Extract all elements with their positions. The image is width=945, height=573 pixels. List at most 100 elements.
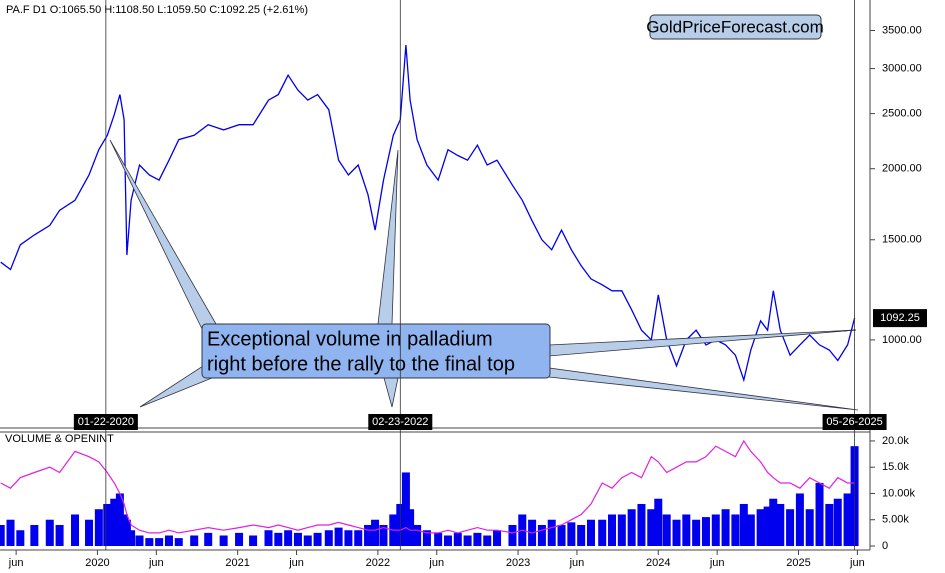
volume-bar xyxy=(637,503,646,546)
volume-bar xyxy=(463,535,472,546)
volume-bar xyxy=(557,524,566,546)
volume-bar xyxy=(763,506,772,546)
volume-bar xyxy=(731,514,740,546)
watermark-box xyxy=(649,14,822,40)
x-tick-label: jun xyxy=(148,557,164,569)
volume-bar xyxy=(249,535,258,546)
volume-bar xyxy=(344,530,353,546)
volume-bar xyxy=(701,517,710,546)
volume-bar xyxy=(164,535,173,546)
annotation-box xyxy=(201,323,551,379)
volume-bar xyxy=(825,503,834,546)
volume-bar xyxy=(155,538,164,546)
last-value-label: 1092.25 xyxy=(880,312,920,324)
volume-bar xyxy=(235,532,244,546)
volume-bar xyxy=(204,532,213,546)
volume-bar xyxy=(274,532,283,546)
annotation: Exceptional volume in palladium xyxy=(207,328,493,350)
volume-bar xyxy=(422,530,431,546)
volume-bar xyxy=(682,514,691,546)
volume-bar xyxy=(110,498,119,546)
volume-bar xyxy=(453,532,462,546)
volume-bar xyxy=(115,493,124,546)
x-tick-label: 2020 xyxy=(85,557,109,569)
volume-bar xyxy=(627,509,636,546)
y-tick-label: 3000.00 xyxy=(882,62,922,74)
x-tick-label: jun xyxy=(569,557,585,569)
volume-bar xyxy=(413,524,422,546)
volume-bar xyxy=(406,509,415,546)
price-line xyxy=(0,44,856,383)
volume-bar xyxy=(815,482,824,546)
x-tick-label: jun xyxy=(428,557,444,569)
volume-bar xyxy=(547,519,556,546)
volume-bar xyxy=(103,503,112,546)
x-tick-label: 2024 xyxy=(646,557,670,569)
y-tick-label: 15.0k xyxy=(882,461,909,473)
openint-line xyxy=(0,439,855,534)
volume-bar xyxy=(567,522,576,546)
volume-bar xyxy=(0,524,5,546)
y-tick-label: 1000.00 xyxy=(882,334,922,346)
volume-bar xyxy=(508,524,517,546)
volume-bar xyxy=(833,498,842,546)
volume-bar xyxy=(284,530,293,546)
y-tick-label: 5.00k xyxy=(882,514,909,526)
y-tick-label: 10.00k xyxy=(882,487,916,499)
volume-bar xyxy=(94,509,103,546)
x-tick-label: 2023 xyxy=(506,557,530,569)
volume-bar xyxy=(586,519,595,546)
y-tick-label: 2000.00 xyxy=(882,163,922,175)
volume-bar xyxy=(654,498,663,546)
volume-bar xyxy=(711,514,720,546)
volume-bar xyxy=(303,535,312,546)
volume-bar xyxy=(795,493,804,546)
event-label: 01-22-2020 xyxy=(78,416,134,428)
volume-bar xyxy=(16,530,25,546)
event-label: 05-26-2025 xyxy=(826,416,882,428)
volume-bar xyxy=(617,514,626,546)
last-value-box xyxy=(873,309,927,328)
x-tick-label: 2022 xyxy=(366,557,390,569)
volume-bar xyxy=(6,519,15,546)
volume-bar xyxy=(401,472,410,546)
volume-bar xyxy=(473,532,482,546)
volume-bar xyxy=(537,524,546,546)
x-tick-label: jun xyxy=(709,557,725,569)
volume-bar xyxy=(769,498,778,546)
volume-bar xyxy=(805,509,814,546)
event-label-box xyxy=(822,414,887,430)
volume-bar xyxy=(324,530,333,546)
volume-bar xyxy=(692,519,701,546)
volume-bar xyxy=(756,509,765,546)
x-tick-label: 2025 xyxy=(786,557,810,569)
volume-bar xyxy=(776,503,785,546)
volume-bar xyxy=(45,519,54,546)
volume-bar xyxy=(85,519,94,546)
x-tick-label: jun xyxy=(8,557,24,569)
event-label-box xyxy=(73,414,138,430)
volume-bar xyxy=(843,493,852,546)
volume-bar xyxy=(30,524,39,546)
volume-bar xyxy=(577,524,586,546)
volume-bar xyxy=(174,538,183,546)
volume-bar xyxy=(71,514,80,546)
y-tick-label: 3500.00 xyxy=(882,24,922,36)
volume-bar xyxy=(434,532,443,546)
watermark: GoldPriceForecast.com xyxy=(646,17,824,36)
volume-bar xyxy=(190,535,199,546)
x-tick-label: jun xyxy=(849,557,865,569)
volume-bar xyxy=(135,535,144,546)
y-tick-label: 0 xyxy=(882,540,888,552)
volume-bar xyxy=(739,503,748,546)
volume-bar xyxy=(55,524,64,546)
volume-bar xyxy=(219,535,228,546)
volume-bar xyxy=(443,535,452,546)
volume-bar xyxy=(662,514,671,546)
annotation: right before the rally to the final top xyxy=(207,353,515,375)
volume-bar xyxy=(127,530,136,546)
volume-bar xyxy=(647,509,656,546)
volume-bar xyxy=(786,509,795,546)
volume-bar xyxy=(371,519,380,546)
